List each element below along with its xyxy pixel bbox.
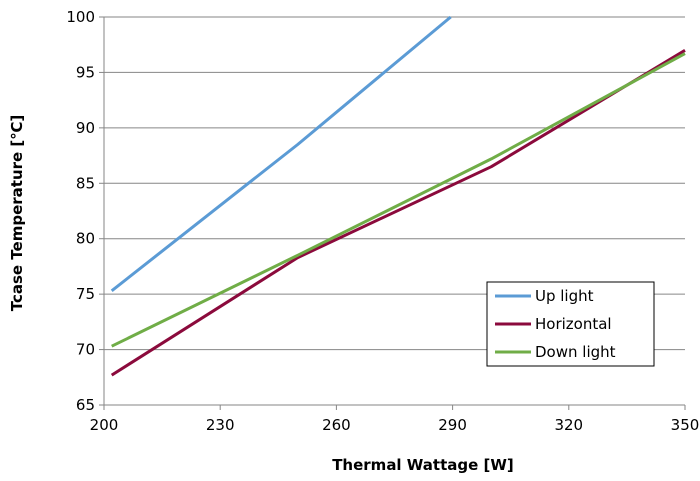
x-tick-label: 230 [206, 416, 235, 434]
y-axis-title: Tcase Temperature [℃] [8, 115, 26, 312]
series-line-up-light [110, 15, 452, 292]
gridlines [104, 16, 685, 351]
legend-label-horizontal: Horizontal [535, 315, 612, 333]
y-tick-label: 70 [76, 341, 95, 359]
x-tick-label: 320 [554, 416, 583, 434]
legend: Up light Horizontal Down light [486, 281, 655, 367]
legend-label-up-light: Up light [535, 287, 594, 305]
x-tick-label: 200 [90, 416, 119, 434]
series-lines [110, 15, 686, 377]
y-tick-label: 65 [76, 396, 95, 414]
tick-labels: 65 70 75 80 85 90 95 100 200 230 260 290 320 350 [66, 8, 699, 434]
legend-label-down-light: Down light [535, 343, 616, 361]
x-tick-label: 350 [671, 416, 700, 434]
x-tick-label: 290 [438, 416, 467, 434]
y-tick-label: 80 [76, 230, 95, 248]
y-tick-label: 85 [76, 174, 95, 192]
y-tick-label: 90 [76, 119, 95, 137]
axes [99, 16, 686, 410]
series-line-horizontal [110, 49, 686, 377]
x-tick-label: 260 [322, 416, 351, 434]
y-tick-label: 75 [76, 285, 95, 303]
y-tick-label: 100 [66, 8, 95, 26]
series-line-down-light [111, 52, 686, 348]
y-tick-label: 95 [76, 63, 95, 81]
x-axis-title: Thermal Wattage [W] [332, 456, 514, 474]
